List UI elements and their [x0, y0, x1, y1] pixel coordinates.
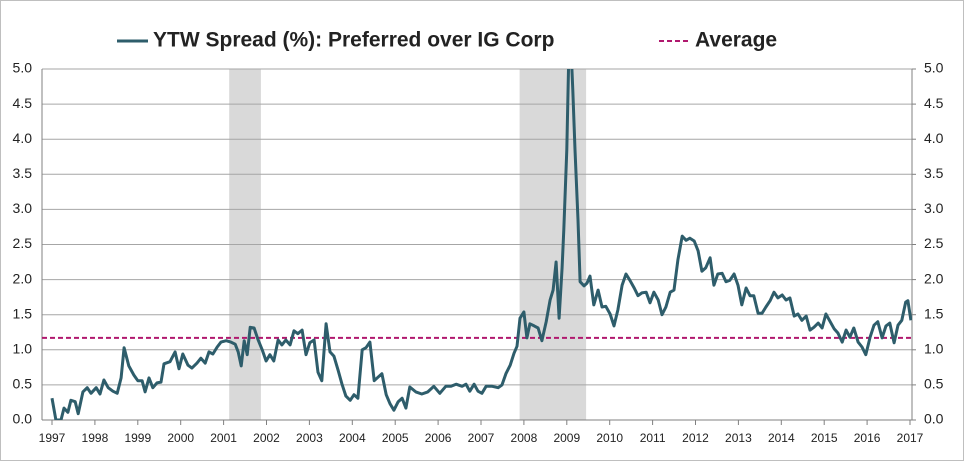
y2-tick-label: 3.5: [924, 165, 944, 181]
x-tick-label: 2004: [339, 431, 366, 445]
y-tick-label: 1.5: [13, 305, 33, 321]
y2-tick-label: 4.5: [924, 95, 944, 111]
x-tick-label: 1997: [39, 431, 66, 445]
y2-tick-label: 1.0: [924, 341, 944, 357]
y2-tick-label: 2.5: [924, 235, 944, 251]
x-tick-label: 1999: [124, 431, 151, 445]
legend-label: YTW Spread (%): Preferred over IG Corp: [153, 29, 554, 52]
x-tick-label: 2009: [553, 431, 580, 445]
series-line: [50, 69, 912, 420]
y-tick-label: 1.0: [13, 341, 33, 357]
legend-label: Average: [695, 29, 777, 52]
y-tick-label: 4.0: [13, 130, 33, 146]
y-tick-label: 2.0: [13, 270, 33, 286]
y2-tick-label: 2.0: [924, 270, 944, 286]
x-tick-label: 2015: [811, 431, 838, 445]
y-tick-label: 0.0: [13, 411, 33, 427]
y-tick-label: 3.0: [13, 200, 33, 216]
x-tick-label: 2008: [511, 431, 538, 445]
x-tick-label: 2014: [768, 431, 795, 445]
y2-tick-label: 3.0: [924, 200, 944, 216]
x-tick-label: 2017: [897, 431, 924, 445]
x-tick-label: 2003: [296, 431, 323, 445]
x-tick-label: 2013: [725, 431, 752, 445]
y2-tick-label: 5.0: [924, 60, 944, 76]
y-tick-label: 0.5: [13, 376, 33, 392]
x-tick-label: 2002: [253, 431, 280, 445]
y-tick-label: 5.0: [13, 60, 33, 76]
x-tick-label: 2007: [468, 431, 495, 445]
y2-tick-label: 0.0: [924, 411, 944, 427]
x-tick-label: 2006: [425, 431, 452, 445]
y-tick-label: 3.5: [13, 165, 33, 181]
x-tick-label: 2001: [210, 431, 237, 445]
x-tick-label: 2005: [382, 431, 409, 445]
y-tick-label: 2.5: [13, 235, 33, 251]
x-tick-label: 2012: [682, 431, 709, 445]
y2-tick-label: 4.0: [924, 130, 944, 146]
y2-tick-label: 1.5: [924, 305, 944, 321]
x-tick-label: 2011: [640, 431, 666, 445]
y2-tick-label: 0.5: [924, 376, 944, 392]
y-tick-label: 4.5: [13, 95, 33, 111]
x-tick-label: 2000: [167, 431, 194, 445]
x-tick-label: 1998: [82, 431, 109, 445]
x-tick-label: 2016: [854, 431, 881, 445]
x-tick-label: 2010: [596, 431, 623, 445]
